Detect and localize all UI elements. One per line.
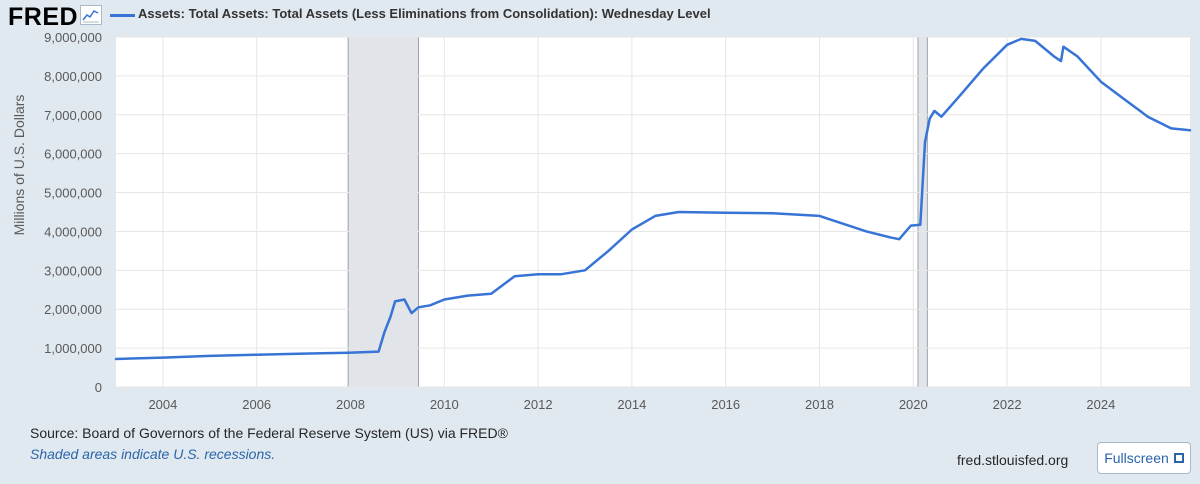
fullscreen-button[interactable]: Fullscreen (1097, 442, 1191, 474)
recession-band-1 (917, 36, 928, 388)
source-text: Source: Board of Governors of the Federa… (30, 425, 508, 441)
y-tick-label: 9,000,000 (44, 30, 102, 45)
y-tick-label: 2,000,000 (44, 302, 102, 317)
recession-note[interactable]: Shaded areas indicate U.S. recessions. (30, 446, 276, 462)
chart-line-icon (80, 5, 102, 25)
y-tick-label: 1,000,000 (44, 341, 102, 356)
x-tick-label: 2014 (617, 397, 646, 412)
y-tick-label: 3,000,000 (44, 263, 102, 278)
chart-svg: 0 1,000,000 2,000,000 3,000,000 4,000,000 5,0… (44, 30, 1192, 412)
y-tick-label: 0 (95, 380, 102, 395)
x-tick-label: 2006 (242, 397, 271, 412)
series-layer (114, 37, 1192, 361)
y-tick-label: 6,000,000 (44, 147, 102, 162)
fred-url[interactable]: fred.stlouisfed.org (957, 452, 1069, 468)
plot-area (116, 37, 1190, 387)
series-line-0 (114, 37, 1192, 361)
y-tick-label: 4,000,000 (44, 224, 102, 239)
x-tick-label: 2018 (805, 397, 834, 412)
x-tick-label: 2016 (711, 397, 740, 412)
x-tick-label: 2010 (430, 397, 459, 412)
x-tick-labels: 2004 2006 2008 2010 2012 2014 2016 2018 2020 2022… (148, 397, 1115, 412)
legend-series-label: Assets: Total Assets: Total Assets (Less… (138, 6, 711, 21)
fullscreen-icon (1173, 453, 1184, 463)
y-tick-label: 8,000,000 (44, 69, 102, 84)
legend-swatch (110, 14, 135, 17)
grid-lines (116, 36, 1190, 388)
y-tick-labels: 0 1,000,000 2,000,000 3,000,000 4,000,000 5,0… (44, 30, 102, 395)
x-tick-label: 2020 (899, 397, 928, 412)
y-tick-label: 7,000,000 (44, 108, 102, 123)
x-tick-label: 2004 (148, 397, 177, 412)
x-tick-label: 2024 (1086, 397, 1115, 412)
y-tick-label: 5,000,000 (44, 186, 102, 201)
x-tick-label: 2012 (524, 397, 553, 412)
fred-logo[interactable]: FRED (8, 3, 79, 31)
x-tick-label: 2022 (993, 397, 1022, 412)
fullscreen-label: Fullscreen (1104, 450, 1169, 466)
x-tick-label: 2008 (336, 397, 365, 412)
